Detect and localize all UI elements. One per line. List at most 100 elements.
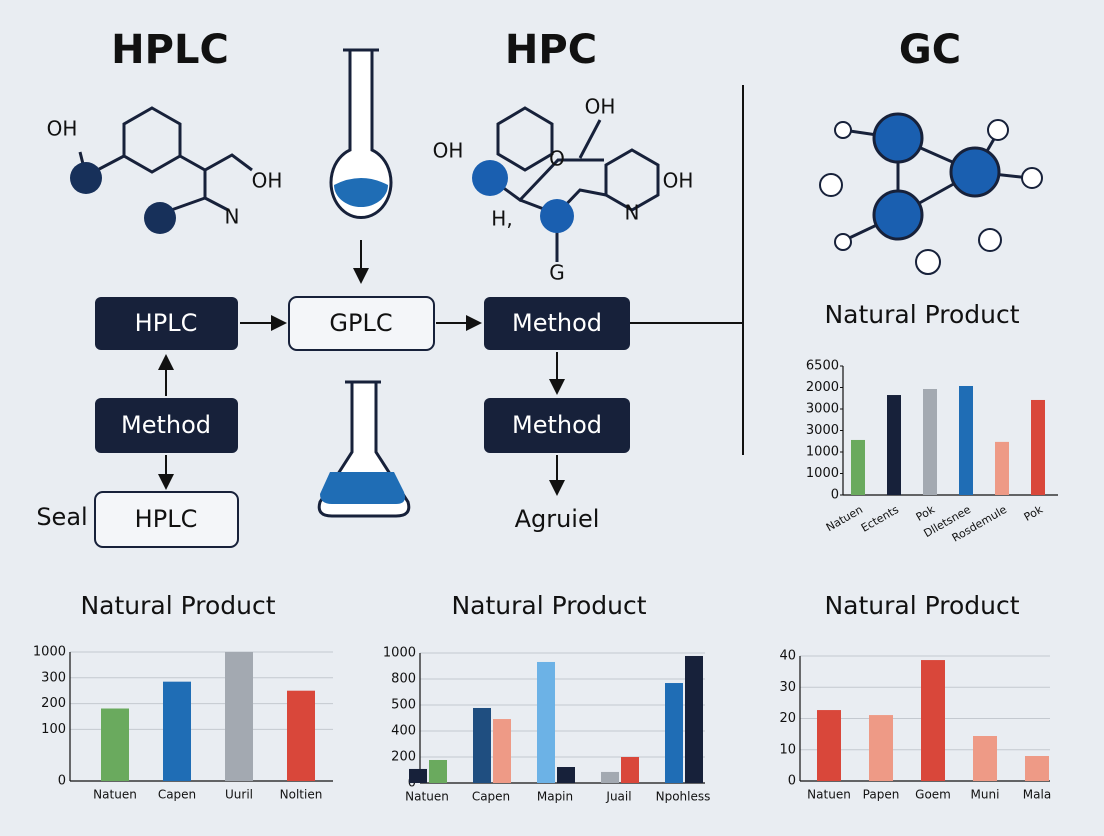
bar <box>287 690 315 781</box>
y-tick-label: 0 <box>788 774 796 789</box>
bar <box>1031 399 1045 495</box>
bar <box>685 655 703 783</box>
title: HPLC <box>111 27 229 73</box>
bar <box>921 660 945 781</box>
molecule-middle <box>472 106 660 262</box>
bar <box>225 652 253 781</box>
bar <box>923 389 937 495</box>
bar <box>665 683 683 783</box>
bar <box>869 715 893 781</box>
y-tick-label: 20 <box>779 711 796 726</box>
box-label: HPLC <box>135 309 198 337</box>
x-tick-label: Juail <box>605 790 631 804</box>
bar <box>817 710 841 781</box>
molecule-right <box>819 112 1043 275</box>
x-tick-label: Muni <box>971 788 1000 802</box>
box-label: Method <box>512 309 602 337</box>
box <box>95 398 238 453</box>
box <box>288 296 435 351</box>
x-tick-label: Natuen <box>405 790 449 804</box>
box <box>484 398 630 453</box>
y-tick-label: 0 <box>58 774 66 789</box>
bar <box>1025 756 1049 781</box>
x-tick-label: Pok <box>1022 503 1046 524</box>
bar <box>959 385 973 495</box>
bar <box>621 757 639 783</box>
chart-title: Natural Product <box>824 591 1019 620</box>
y-tick-label: 1000 <box>806 445 839 460</box>
y-tick-label: 500 <box>391 698 416 713</box>
x-tick-label: Mala <box>1023 788 1051 802</box>
atom-label: OH <box>585 95 616 119</box>
label: Seal <box>36 503 87 531</box>
y-tick-label: 30 <box>779 680 796 695</box>
y-tick-label: 800 <box>391 672 416 687</box>
x-tick-label: Natuen <box>824 503 865 534</box>
bar <box>601 771 619 783</box>
atom-label: OH <box>47 117 78 141</box>
y-tick-label: 200 <box>391 750 416 765</box>
bar <box>101 708 129 781</box>
x-tick-label: Mapin <box>537 790 573 804</box>
bar <box>473 707 491 783</box>
x-tick-label: Natuen <box>807 788 851 802</box>
y-tick-label: 10 <box>779 742 796 757</box>
x-tick-label: Goem <box>915 788 951 802</box>
x-tick-label: Uuril <box>225 788 253 802</box>
y-tick-label: 2000 <box>806 380 839 395</box>
y-tick-label: 300 <box>41 670 66 685</box>
bar <box>493 719 511 783</box>
box <box>94 491 239 548</box>
y-tick-label: 3000 <box>806 402 839 417</box>
label: Agruiel <box>515 505 600 533</box>
atom-label: OH <box>433 139 464 163</box>
bar <box>995 441 1009 495</box>
y-tick-label: 0 <box>831 488 839 503</box>
atom-label: H, <box>491 207 512 231</box>
y-tick-label: 40 <box>779 649 796 664</box>
chart-title: Natural Product <box>80 591 275 620</box>
chart-title: Natural Product <box>824 300 1019 329</box>
x-tick-label: Noltien <box>280 788 323 802</box>
bar <box>887 395 901 495</box>
bar <box>557 767 575 783</box>
y-tick-label: 1000 <box>806 466 839 481</box>
title: GC <box>899 27 961 73</box>
y-tick-label: 200 <box>41 696 66 711</box>
chart-title: Natural Product <box>451 591 646 620</box>
x-tick-label: Npohless <box>656 790 711 804</box>
x-tick-label: Ectents <box>859 503 901 535</box>
y-tick-label: 1000 <box>383 646 416 661</box>
x-tick-label: Capen <box>158 788 196 802</box>
box-label: HPLC <box>135 505 198 533</box>
x-tick-label: Natuen <box>93 788 137 802</box>
box-label: Method <box>512 411 602 439</box>
molecule-left <box>70 106 253 234</box>
y-tick-label: 100 <box>41 722 66 737</box>
y-tick-label: 400 <box>391 724 416 739</box>
box <box>484 297 630 350</box>
y-tick-label: 6500 <box>806 359 839 374</box>
atom-label: O <box>549 147 565 171</box>
atom-label: N <box>225 205 240 229</box>
box-label: Method <box>121 411 211 439</box>
bar <box>851 439 865 495</box>
bar <box>537 661 555 783</box>
box-label: GPLC <box>329 309 392 337</box>
x-tick-label: Capen <box>472 790 510 804</box>
box <box>95 297 238 350</box>
bar <box>973 736 997 781</box>
y-tick-label: 3000 <box>806 423 839 438</box>
atom-label: OH <box>663 169 694 193</box>
connectors <box>158 85 744 496</box>
flask <box>329 48 393 220</box>
bar <box>163 681 191 781</box>
bar <box>429 759 447 783</box>
flask <box>317 380 411 518</box>
atom-label: N <box>625 201 640 225</box>
y-tick-label: 1000 <box>33 645 66 660</box>
title: HPC <box>505 27 597 73</box>
atom-label: G <box>549 261 565 285</box>
atom-label: OH <box>252 169 283 193</box>
